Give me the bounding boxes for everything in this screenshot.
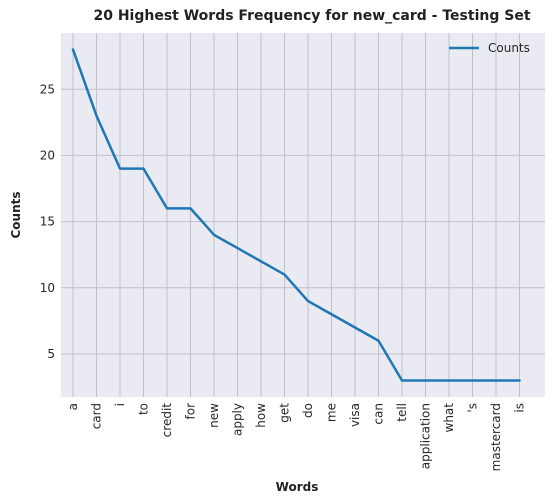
- x-tick-label: for: [184, 403, 198, 420]
- chart-title: 20 Highest Words Frequency for new_card …: [93, 8, 530, 24]
- x-axis-label: Words: [276, 480, 319, 494]
- series-line-counts: [71, 48, 521, 382]
- y-tick-label: 10: [40, 281, 55, 295]
- x-tick-labels: a card i to credit for new apply how get do me visa c…: [66, 403, 527, 472]
- x-tick-label: how: [254, 403, 268, 428]
- legend: Counts: [449, 41, 530, 55]
- x-tick-label: 's: [466, 403, 480, 413]
- y-tick-label: 20: [40, 148, 55, 162]
- x-tick-label: get: [278, 403, 292, 423]
- x-tick-label: to: [137, 403, 151, 415]
- x-tick-label: visa: [348, 403, 362, 427]
- x-tick-label: new: [207, 403, 221, 428]
- x-tick-label: application: [419, 403, 433, 469]
- legend-label-counts: Counts: [488, 41, 530, 55]
- x-tick-label: me: [325, 403, 339, 422]
- x-tick-label: is: [513, 403, 527, 413]
- x-tick-label: card: [90, 403, 104, 429]
- x-tick-label: can: [372, 403, 386, 425]
- y-tick-label: 5: [47, 347, 55, 361]
- y-tick-label: 25: [40, 82, 55, 96]
- x-tick-label: tell: [395, 403, 409, 422]
- x-tick-label: a: [66, 403, 80, 410]
- grid-lines: [61, 33, 545, 397]
- series-layer: [71, 48, 521, 382]
- x-tick-label: what: [442, 403, 456, 433]
- x-tick-label: do: [301, 403, 315, 418]
- y-tick-label: 15: [40, 215, 55, 229]
- x-tick-label: credit: [160, 403, 174, 438]
- x-tick-label: mastercard: [489, 403, 503, 471]
- plot-area: [61, 33, 545, 397]
- y-axis-label: Counts: [9, 191, 23, 238]
- x-tick-label: apply: [231, 403, 245, 436]
- x-tick-label: i: [113, 403, 127, 406]
- y-tick-labels: 5 10 15 20 25: [40, 82, 55, 361]
